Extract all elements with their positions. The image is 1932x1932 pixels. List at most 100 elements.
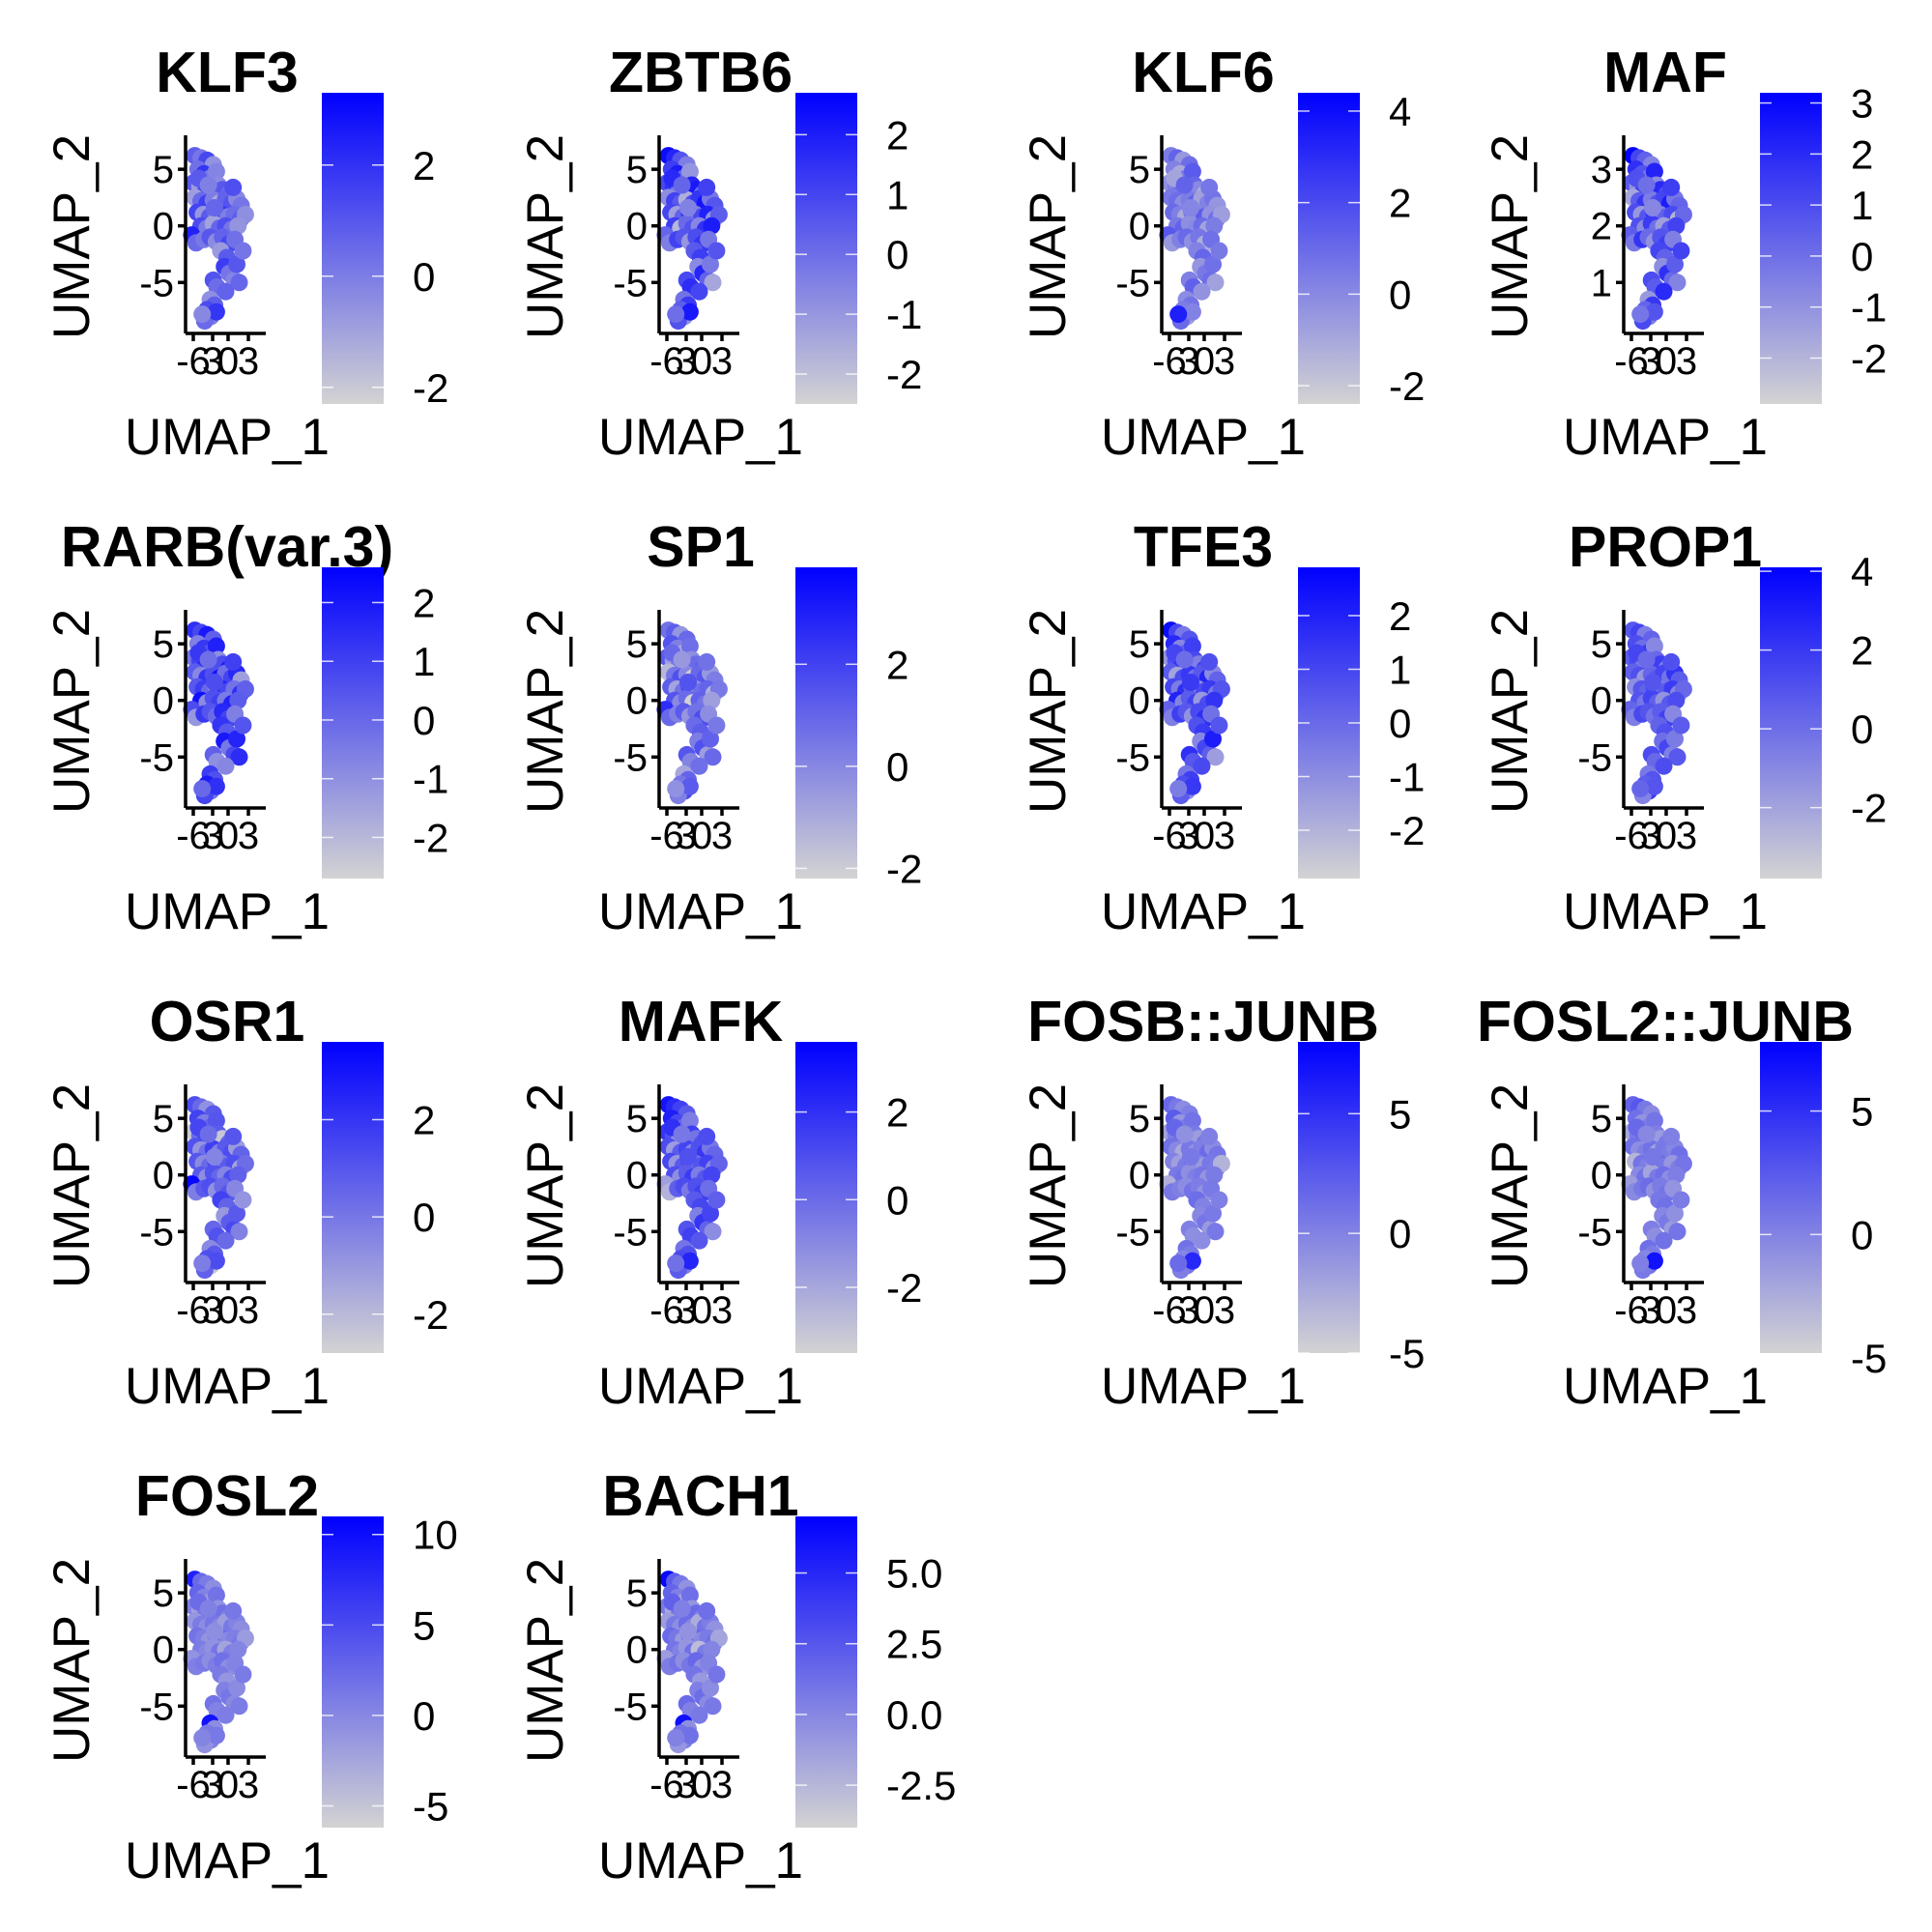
data-point bbox=[207, 1111, 225, 1130]
colorbar-tick-label: 0 bbox=[413, 254, 435, 300]
y-axis-title: UMAP_2 bbox=[43, 1083, 101, 1288]
y-tick-label: 0 bbox=[626, 1155, 648, 1197]
data-point bbox=[234, 242, 252, 260]
data-point bbox=[1206, 1223, 1225, 1241]
data-point bbox=[1200, 1127, 1219, 1145]
data-point bbox=[679, 199, 697, 216]
data-point bbox=[1183, 777, 1201, 795]
y-tick-label: 0 bbox=[626, 1629, 648, 1672]
data-point bbox=[1645, 303, 1663, 321]
data-point bbox=[1631, 305, 1650, 324]
y-tick-label: 5 bbox=[626, 1098, 648, 1140]
data-point bbox=[680, 637, 699, 655]
data-point bbox=[1637, 1125, 1656, 1143]
data-point bbox=[673, 650, 691, 669]
colorbar-tick-label: 0.0 bbox=[886, 1692, 942, 1738]
data-point bbox=[673, 1125, 691, 1143]
y-tick-label: 1 bbox=[1591, 262, 1612, 304]
data-point bbox=[673, 1600, 691, 1618]
y-tick-label: 5 bbox=[153, 1572, 174, 1615]
data-point bbox=[1645, 1111, 1663, 1130]
x-tick-label: 3 bbox=[238, 1289, 259, 1332]
data-point bbox=[703, 1640, 721, 1658]
data-point bbox=[1204, 1204, 1222, 1223]
colorbar-tick-label: 1 bbox=[886, 172, 908, 217]
y-tick-label: -5 bbox=[613, 1686, 648, 1728]
data-point bbox=[206, 1148, 223, 1166]
x-tick-label: 0 bbox=[1656, 1289, 1677, 1332]
data-point bbox=[667, 1729, 685, 1747]
colorbar bbox=[1760, 567, 1822, 879]
y-tick-label: 0 bbox=[153, 206, 174, 248]
y-tick-label: 5 bbox=[153, 1098, 174, 1140]
colorbar-tick-label: 1 bbox=[1389, 647, 1411, 692]
data-point bbox=[228, 1204, 245, 1223]
data-point bbox=[230, 748, 248, 766]
data-point bbox=[680, 1111, 699, 1130]
panel-title: MAF bbox=[1603, 41, 1727, 104]
data-point bbox=[690, 282, 708, 301]
colorbar bbox=[795, 93, 857, 404]
y-tick-label: -5 bbox=[1115, 1211, 1150, 1254]
colorbar-tick-label: 4 bbox=[1389, 89, 1411, 134]
data-point bbox=[1205, 1166, 1224, 1184]
data-point bbox=[1182, 1148, 1199, 1166]
y-tick-label: 5 bbox=[1591, 1098, 1612, 1140]
y-tick-label: 0 bbox=[1591, 680, 1612, 723]
data-point bbox=[680, 777, 699, 795]
x-tick-label: 3 bbox=[1640, 340, 1661, 383]
colorbar-tick-label: 10 bbox=[413, 1513, 458, 1558]
data-point bbox=[207, 1252, 225, 1270]
data-point bbox=[216, 1706, 235, 1724]
data-point bbox=[702, 1204, 719, 1223]
x-tick-label: -6 bbox=[176, 340, 211, 383]
x-tick-label: 0 bbox=[1656, 815, 1677, 857]
colorbar-tick-label: -5 bbox=[413, 1784, 448, 1830]
x-tick-label: 3 bbox=[1214, 1289, 1235, 1332]
data-point bbox=[704, 1697, 722, 1716]
data-point bbox=[1193, 1231, 1211, 1250]
data-point bbox=[1210, 716, 1228, 735]
colorbar-tick-label: -5 bbox=[1389, 1331, 1425, 1376]
data-point bbox=[698, 178, 716, 196]
data-point bbox=[704, 748, 722, 766]
data-point bbox=[1204, 730, 1222, 748]
colorbar-tick-label: -2 bbox=[1851, 335, 1887, 381]
data-point bbox=[229, 691, 247, 709]
data-point bbox=[1175, 176, 1194, 194]
data-point bbox=[228, 730, 245, 748]
data-point bbox=[704, 274, 722, 292]
x-tick-label: -6 bbox=[1614, 815, 1649, 857]
umap-points bbox=[183, 621, 254, 805]
y-tick-label: 0 bbox=[153, 1155, 174, 1197]
y-tick-label: 5 bbox=[1129, 149, 1150, 191]
x-tick-label: 0 bbox=[1194, 340, 1215, 383]
x-axis-title: UMAP_1 bbox=[125, 1832, 330, 1889]
data-point bbox=[228, 1679, 245, 1697]
colorbar-tick-label: 0 bbox=[1389, 701, 1411, 746]
y-axis-title: UMAP_2 bbox=[1482, 1083, 1539, 1288]
data-point bbox=[1666, 730, 1684, 748]
x-tick-label: 0 bbox=[217, 1289, 239, 1332]
data-point bbox=[1169, 780, 1188, 798]
x-tick-label: 0 bbox=[217, 340, 239, 383]
data-point bbox=[1672, 242, 1690, 260]
x-tick-label: -6 bbox=[1152, 815, 1187, 857]
colorbar-tick-label: -2 bbox=[1389, 808, 1425, 853]
colorbar-tick-label: 4 bbox=[1851, 549, 1873, 594]
y-axis-title: UMAP_2 bbox=[1020, 609, 1077, 814]
colorbar-tick-label: 0 bbox=[886, 1177, 908, 1223]
colorbar-tick-label: 3 bbox=[1851, 81, 1873, 127]
y-axis-title: UMAP_2 bbox=[517, 609, 574, 814]
umap-points bbox=[183, 1096, 254, 1280]
data-point bbox=[707, 242, 726, 260]
y-tick-label: 2 bbox=[1591, 206, 1612, 248]
umap-points bbox=[1621, 621, 1692, 805]
y-axis-title: UMAP_2 bbox=[43, 1558, 101, 1763]
